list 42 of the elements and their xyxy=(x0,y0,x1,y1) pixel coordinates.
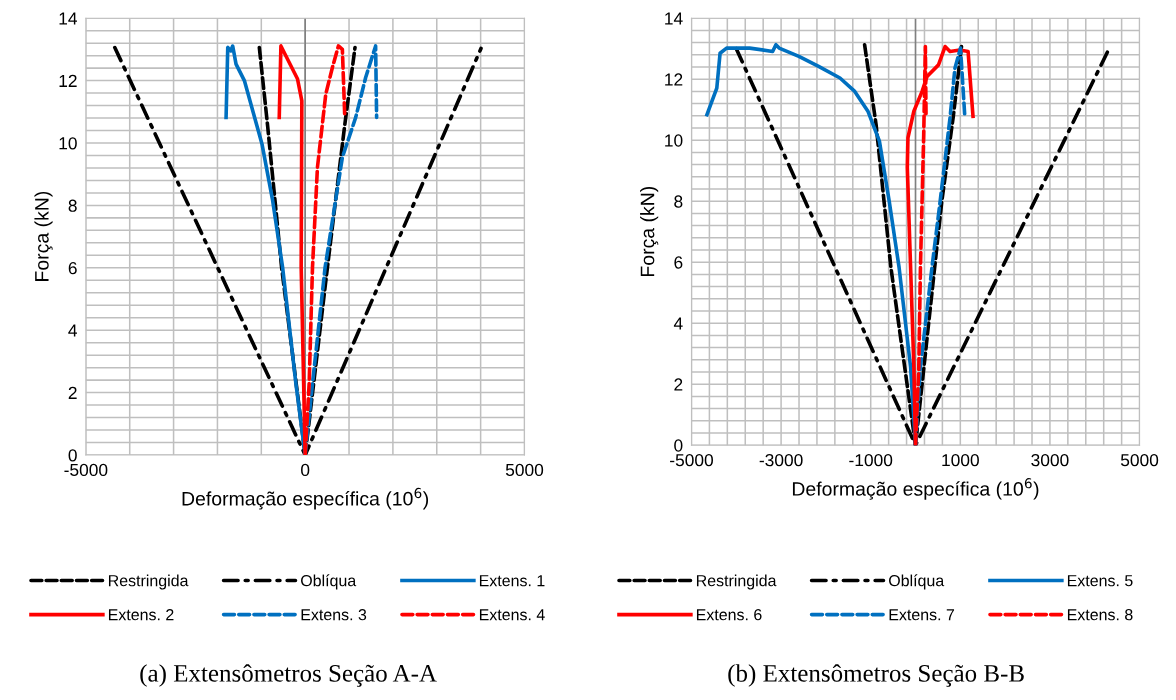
legend-label: Extens. 5 xyxy=(1067,575,1133,587)
legend-label: Extens. 4 xyxy=(479,609,545,621)
y-tick-label: 12 xyxy=(665,73,683,86)
y-axis-title: Força (kN) xyxy=(34,191,53,281)
y-tick-label: 8 xyxy=(674,195,683,208)
y-axis-title: Força (kN) xyxy=(640,186,659,277)
y-tick-label: 10 xyxy=(59,137,77,150)
y-tick-label: 2 xyxy=(68,386,77,399)
y-tick-label: 14 xyxy=(59,12,78,25)
y-tick-label: 6 xyxy=(68,261,77,275)
x-tick-label: 5000 xyxy=(1120,453,1159,467)
x-tick-label: 0 xyxy=(301,463,310,477)
x-axis-title: Deformação específica (10$^{6}$) xyxy=(182,487,429,510)
x-tick-label: 1000 xyxy=(942,453,979,467)
text: (a) Extensômetros Seção A-A xyxy=(140,664,437,687)
x-tick-label: 3000 xyxy=(1031,453,1069,467)
y-tick-label: 6 xyxy=(674,256,683,269)
x-tick-label: -1000 xyxy=(849,453,893,467)
legend-label: Extens. 7 xyxy=(889,609,955,621)
text: (b) Extensômetros Seção B-B xyxy=(728,664,1024,687)
y-tick-label: 12 xyxy=(59,74,77,87)
y-tick-label: 4 xyxy=(68,324,78,337)
x-tick-label: -3000 xyxy=(759,453,803,467)
y-tick-label: 4 xyxy=(673,317,683,330)
legend-label: Extens. 6 xyxy=(696,609,762,621)
legend-label: Extens. 3 xyxy=(301,609,367,621)
legend-label: Extens. 1 xyxy=(479,575,545,587)
y-tick-label: 10 xyxy=(665,134,683,147)
x-tick-label: 5000 xyxy=(505,463,544,477)
legend-label: Oblíqua xyxy=(889,574,945,590)
legend-label: Restringida xyxy=(696,574,777,590)
y-tick-label: 8 xyxy=(68,199,77,212)
legend-label: Restringida xyxy=(108,574,189,590)
legend-label: Oblíqua xyxy=(301,574,357,590)
x-axis-title: Deformação específica (10$^{6}$) xyxy=(792,478,1039,500)
legend-label: Extens. 8 xyxy=(1067,609,1133,621)
y-tick-label: 0 xyxy=(674,439,683,452)
x-tick-label: -5000 xyxy=(64,463,108,477)
x-tick-label: -5000 xyxy=(670,453,714,467)
y-tick-label: 2 xyxy=(674,378,683,391)
legend-label: Extens. 2 xyxy=(108,609,174,621)
y-tick-label: 14 xyxy=(665,12,683,25)
